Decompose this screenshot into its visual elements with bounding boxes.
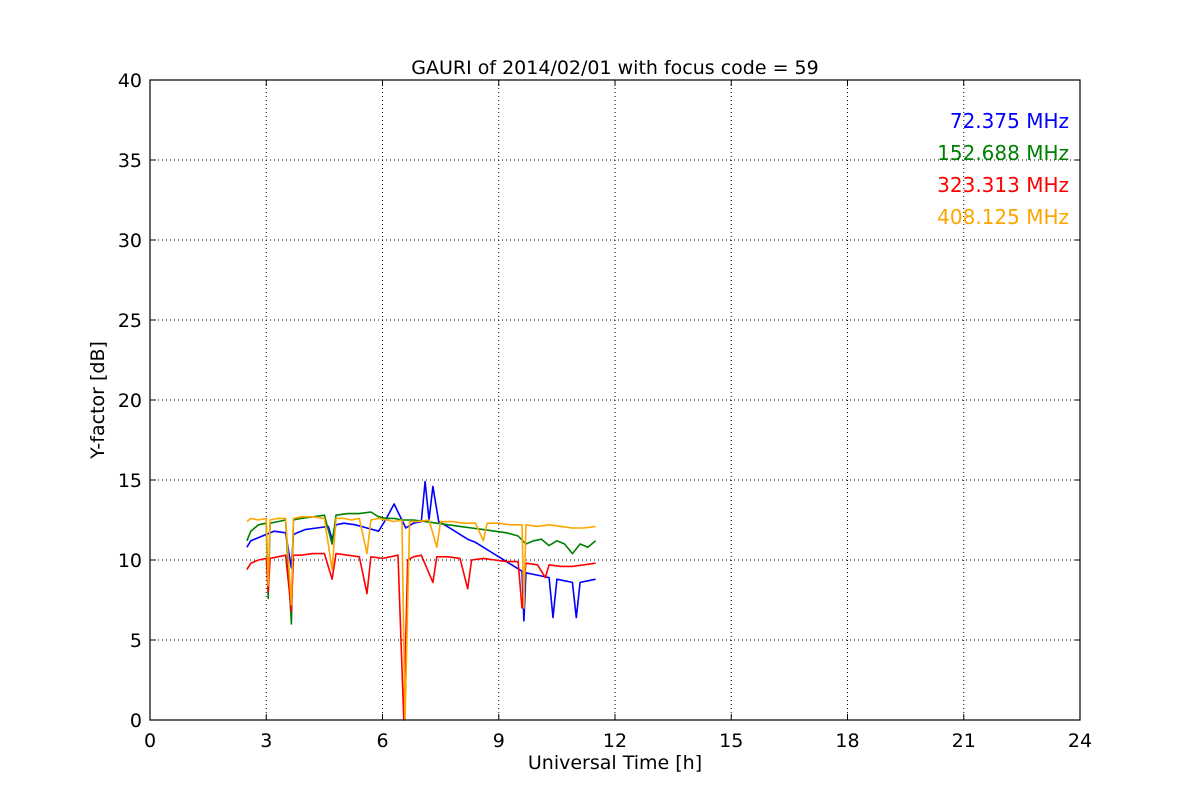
legend-entry-1: 72.375 MHz bbox=[950, 109, 1069, 133]
y-tick-label: 10 bbox=[118, 550, 142, 572]
x-tick-label: 24 bbox=[1068, 730, 1092, 752]
x-axis-label: Universal Time [h] bbox=[528, 752, 702, 774]
chart-title: GAURI of 2014/02/01 with focus code = 59 bbox=[411, 57, 818, 79]
y-tick-label: 30 bbox=[118, 230, 142, 252]
y-tick-label: 35 bbox=[118, 150, 142, 172]
y-tick-label: 25 bbox=[118, 310, 142, 332]
x-tick-label: 15 bbox=[719, 730, 743, 752]
series-line-2 bbox=[246, 511, 597, 625]
legend-entry-2: 152.688 MHz bbox=[937, 141, 1069, 165]
tick-labels: 0 3 6 9 12 15 18 21 24 0 5 10 15 20 25 30 35 40 bbox=[118, 70, 1092, 752]
x-tick-label: 0 bbox=[144, 730, 156, 752]
y-axis-label: Y-factor [dB] bbox=[87, 341, 109, 460]
legend-entry-3: 323.313 MHz bbox=[937, 173, 1069, 197]
x-tick-label: 12 bbox=[603, 730, 627, 752]
grid bbox=[150, 80, 1080, 720]
x-tick-label: 3 bbox=[260, 730, 272, 752]
y-tick-label: 0 bbox=[130, 710, 142, 732]
y-tick-label: 40 bbox=[118, 70, 142, 92]
x-tick-label: 21 bbox=[952, 730, 976, 752]
legend: 72.375 MHz 152.688 MHz 323.313 MHz 408.125 … bbox=[937, 109, 1069, 229]
legend-entry-4: 408.125 MHz bbox=[937, 205, 1069, 229]
x-tick-label: 6 bbox=[376, 730, 388, 752]
y-tick-label: 15 bbox=[118, 470, 142, 492]
ticks bbox=[149, 79, 1081, 721]
series-line-4 bbox=[246, 515, 596, 721]
y-tick-label: 5 bbox=[130, 630, 142, 652]
y-tick-label: 20 bbox=[118, 390, 142, 412]
series-line-1 bbox=[246, 480, 596, 622]
x-tick-label: 18 bbox=[835, 730, 859, 752]
x-tick-label: 9 bbox=[493, 730, 505, 752]
